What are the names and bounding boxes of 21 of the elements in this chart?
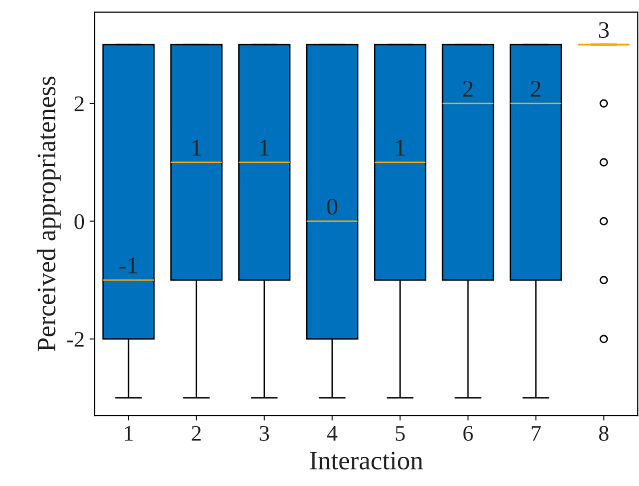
- annotation: 1: [396, 140, 405, 156]
- x-axis-title: Interaction: [310, 452, 423, 470]
- x-tick-label: 8: [599, 426, 608, 441]
- x-tick-label: 3: [260, 426, 269, 441]
- annotation: 3: [599, 22, 609, 38]
- x-tick-label: 6: [463, 426, 473, 441]
- annotation: 0: [327, 198, 338, 215]
- y-tick-label: 2: [74, 96, 84, 112]
- annotation: 2: [531, 80, 540, 97]
- x-tick-label: 2: [192, 426, 201, 441]
- y-axis-title: Perceived appropriateness: [36, 76, 61, 352]
- annotation: 1: [260, 140, 269, 156]
- annotation: 2: [463, 80, 473, 97]
- annotation: -1: [120, 258, 137, 274]
- y-tick-label: -2: [67, 332, 84, 347]
- x-tick-label: 4: [327, 426, 338, 441]
- y-tick-label: 0: [74, 214, 84, 230]
- annotation: 1: [192, 140, 201, 156]
- x-tick-label: 1: [124, 426, 133, 441]
- x-tick-label: 7: [532, 426, 541, 441]
- x-tick-label: 5: [396, 426, 405, 441]
